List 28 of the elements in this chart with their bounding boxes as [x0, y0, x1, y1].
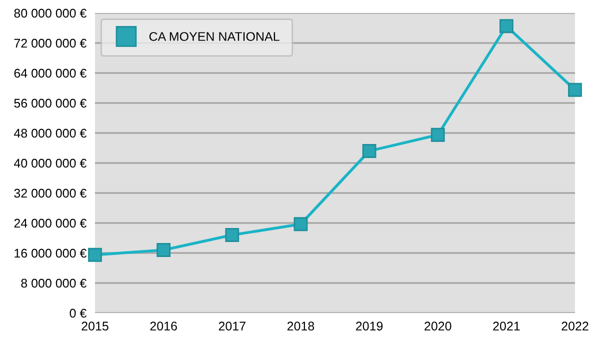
x-tick-label: 2019	[356, 322, 383, 331]
y-tick-label: 32 000 000 €	[14, 188, 86, 198]
y-tick-label: 64 000 000 €	[14, 68, 86, 78]
point	[499, 19, 514, 34]
point	[430, 128, 445, 142]
legend-label: CA MOYEN NATIONAL	[149, 32, 280, 41]
y-tick-label: 72 000 000 €	[14, 38, 86, 48]
point	[225, 228, 240, 242]
x-tick-label: 2018	[287, 322, 314, 331]
x-tick-label: 2021	[493, 322, 520, 331]
y-tick-label: 8 000 000 €	[21, 278, 86, 288]
y-tick-label: 48 000 000 €	[14, 128, 86, 138]
point	[294, 217, 308, 232]
point	[156, 243, 171, 257]
y-tick-label: 40 000 000 €	[14, 158, 86, 168]
x-tick-label: 2022	[562, 322, 588, 331]
x-tick-label: 2017	[218, 322, 246, 331]
point	[362, 144, 376, 158]
point	[568, 82, 582, 97]
y-tick-label: 24 000 000 €	[14, 218, 86, 228]
y-tick-label: 16 000 000 €	[14, 248, 86, 258]
y-tick-label: 56 000 000 €	[14, 98, 86, 108]
y-tick-label: 0 €	[70, 308, 86, 318]
point	[88, 248, 102, 262]
x-tick-label: 2020	[424, 322, 452, 331]
x-tick-label: 2016	[150, 322, 177, 331]
x-tick-label: 2015	[82, 322, 108, 331]
y-tick-label: 80 000 000 €	[14, 8, 86, 18]
